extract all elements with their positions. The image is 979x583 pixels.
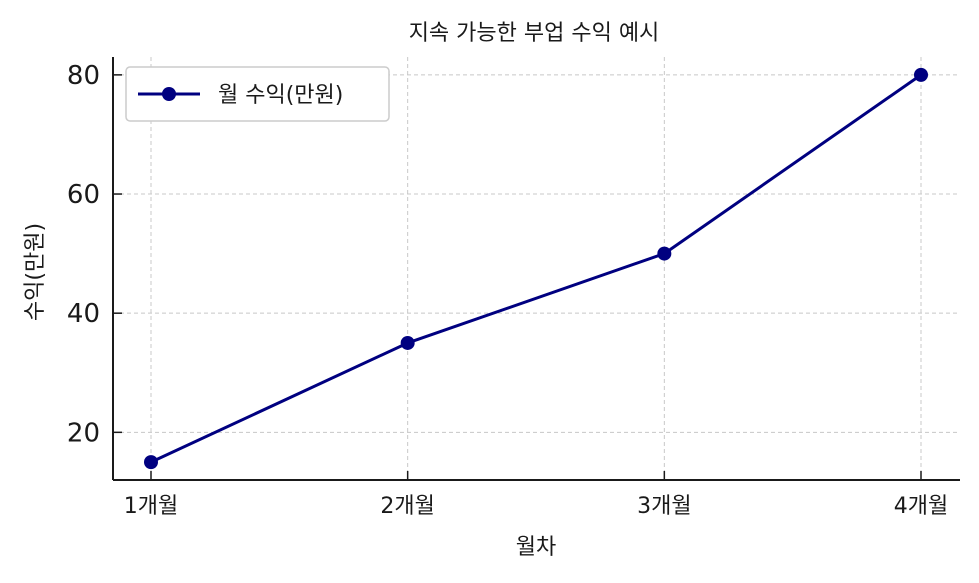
legend-label: 월 수익(만원) <box>218 83 343 108</box>
legend: 월 수익(만원) <box>125 66 390 122</box>
y-tick-label: 80 <box>67 61 100 91</box>
y-tick-label: 60 <box>67 180 100 210</box>
data-point <box>914 67 928 82</box>
axes <box>112 57 960 481</box>
chart-title: 지속 가능한 부업 수익 예시 <box>409 21 660 46</box>
series-line <box>150 73 922 464</box>
tick-labels: 1개월 2개월 3개월 4개월 20 40 60 80 <box>67 61 948 519</box>
x-tick-label: 4개월 <box>894 494 948 519</box>
data-point <box>657 246 672 261</box>
y-tick-label: 20 <box>67 418 100 448</box>
data-point <box>400 335 415 350</box>
y-tick-label: 40 <box>67 299 100 329</box>
x-tick-label: 2개월 <box>380 494 434 519</box>
data-point <box>144 455 158 470</box>
legend-box <box>125 66 390 122</box>
x-tick-label: 3개월 <box>637 494 691 519</box>
x-axis-label: 월차 <box>516 535 556 560</box>
legend-marker-sample <box>162 87 176 101</box>
y-axis-label: 수익(만원) <box>23 223 48 321</box>
x-tick-label: 1개월 <box>124 494 178 519</box>
series-group <box>144 67 928 470</box>
